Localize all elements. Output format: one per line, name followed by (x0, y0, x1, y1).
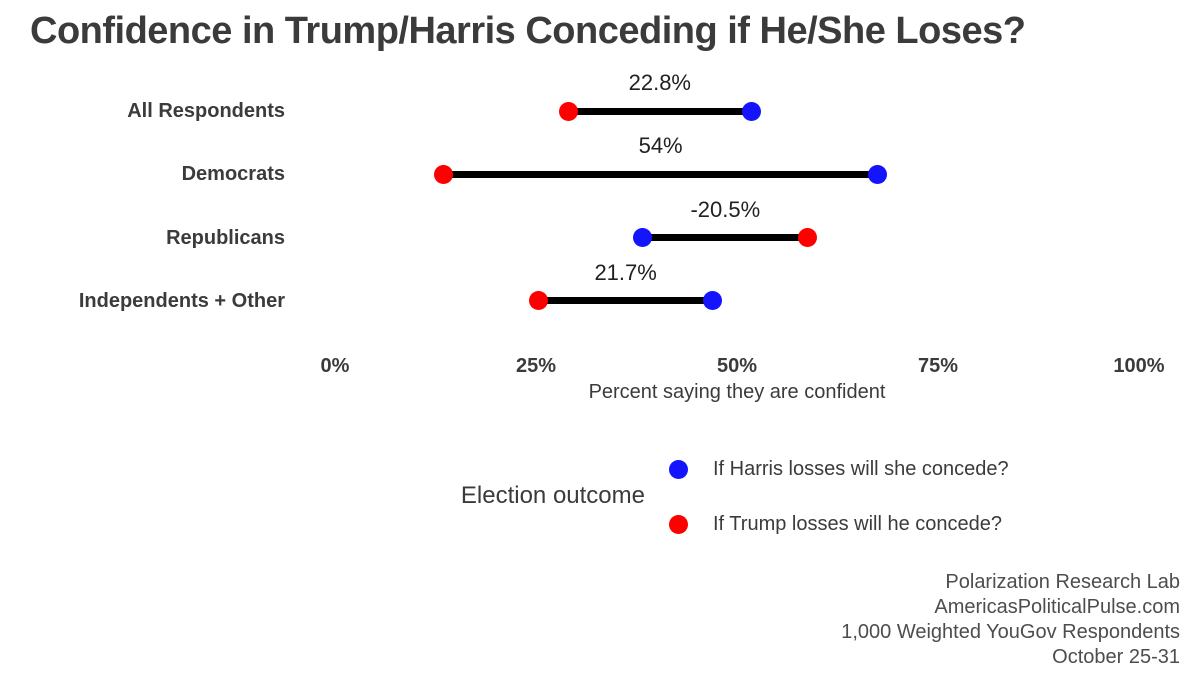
x-axis-title: Percent saying they are confident (588, 381, 886, 403)
footer-line: 1,000 Weighted YouGov Respondents (841, 621, 1180, 643)
x-tick-label: 75% (917, 355, 959, 377)
category-label: Democrats (181, 163, 285, 186)
legend-item-trump: If Trump losses will he concede? (669, 510, 1002, 538)
legend-label-trump: If Trump losses will he concede? (713, 512, 1003, 535)
category-label: Republicans (166, 226, 285, 249)
footer-attribution: Polarization Research Lab AmericasPoliti… (841, 570, 1180, 670)
x-tick-label: 50% (716, 355, 758, 377)
footer-line: Polarization Research Lab (945, 571, 1180, 593)
chart-title: Confidence in Trump/Harris Conceding if … (30, 10, 1026, 52)
harris-dot (868, 164, 888, 184)
trump-dot (558, 101, 578, 121)
harris-dot (741, 101, 761, 121)
diff-label: -20.5% (690, 196, 761, 222)
legend-label-harris: If Harris losses will she concede? (713, 457, 1009, 480)
x-tick-label: 100% (1113, 355, 1165, 377)
dumbbell-line (568, 107, 752, 115)
dumbbell-line (538, 297, 713, 305)
diff-label: 22.8% (628, 70, 691, 95)
legend-item-harris: If Harris losses will she concede? (669, 455, 1009, 483)
diff-label: 21.7% (594, 259, 657, 285)
footer-line: AmericasPoliticalPulse.com (934, 596, 1180, 618)
category-label: Independents + Other (78, 289, 285, 312)
footer-line: October 25-31 (1052, 646, 1180, 668)
harris-dot-icon (669, 459, 688, 479)
harris-dot (633, 228, 653, 248)
x-tick-label: 25% (515, 355, 557, 377)
trump-dot (528, 291, 548, 311)
diff-label: 54% (638, 133, 683, 159)
trump-dot (434, 164, 454, 184)
x-tick-label: 0% (320, 355, 350, 377)
harris-dot (703, 291, 723, 311)
dumbbell-line (642, 234, 808, 242)
trump-dot-icon (669, 514, 688, 534)
legend-title: Election outcome (460, 482, 645, 509)
category-label: All Respondents (127, 100, 285, 122)
trump-dot (798, 228, 818, 248)
dumbbell-line (443, 170, 878, 178)
